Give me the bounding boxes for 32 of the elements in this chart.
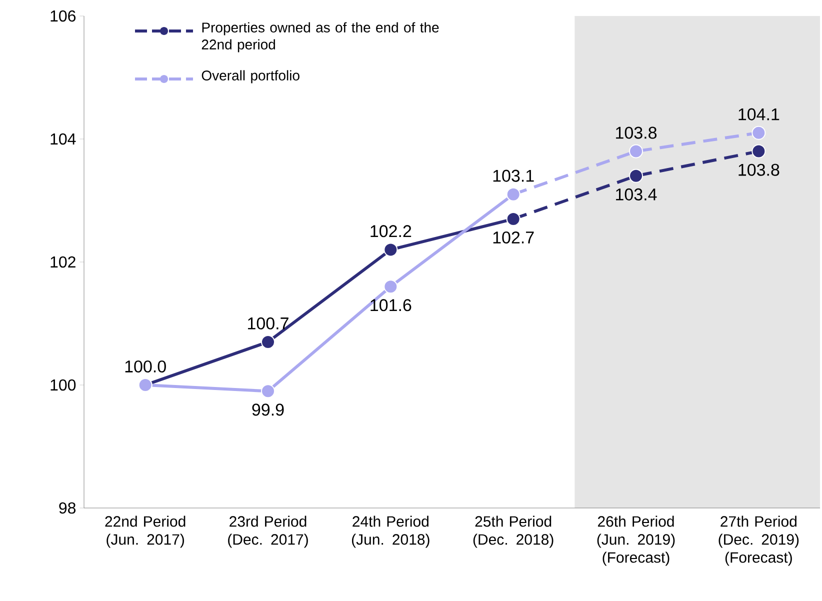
point xyxy=(629,144,644,158)
legend-label: Overall portfolio xyxy=(202,70,300,84)
data-label: 99.9 xyxy=(252,404,284,416)
data-label: 101.6 xyxy=(370,299,412,312)
y-tick-label: 102 xyxy=(50,256,76,268)
data-label: 102.7 xyxy=(493,231,534,244)
point xyxy=(752,144,766,158)
y-tick-label: 98 xyxy=(59,502,76,514)
point xyxy=(629,168,644,183)
y-tick-label: 100 xyxy=(50,379,76,391)
point xyxy=(261,334,276,349)
point xyxy=(261,384,276,398)
data-label: 103.4 xyxy=(616,188,657,200)
legend-label: Properties owned as of the end of the 22nd period xyxy=(202,22,439,52)
data-label: 103.8 xyxy=(616,126,657,139)
data-label: 102.2 xyxy=(370,225,412,238)
x-tick-label: 22nd Period (Jun. 2017) xyxy=(105,516,186,548)
x-tick-label: 27th Period (Dec. 2019) (Forecast) xyxy=(718,516,799,566)
x-tick-label: 26th Period (Jun. 2019) (Forecast) xyxy=(597,516,675,566)
point xyxy=(384,280,398,294)
point xyxy=(752,126,766,140)
x-tick-label: 23rd Period (Dec. 2017) xyxy=(228,516,308,548)
x-tick-label: 25th Period (Dec. 2018) xyxy=(473,516,554,548)
y-tick-label: 104 xyxy=(50,133,76,145)
x-tick-label: 24th Period (Jun. 2018) xyxy=(352,516,430,548)
data-label: 100.0 xyxy=(125,360,166,372)
data-label: 103.8 xyxy=(738,164,780,176)
data-label: 103.1 xyxy=(493,170,534,182)
data-label: 100.7 xyxy=(248,317,288,330)
y-tick-label: 106 xyxy=(50,10,76,22)
point xyxy=(384,242,398,257)
data-label: 104.1 xyxy=(738,108,780,120)
